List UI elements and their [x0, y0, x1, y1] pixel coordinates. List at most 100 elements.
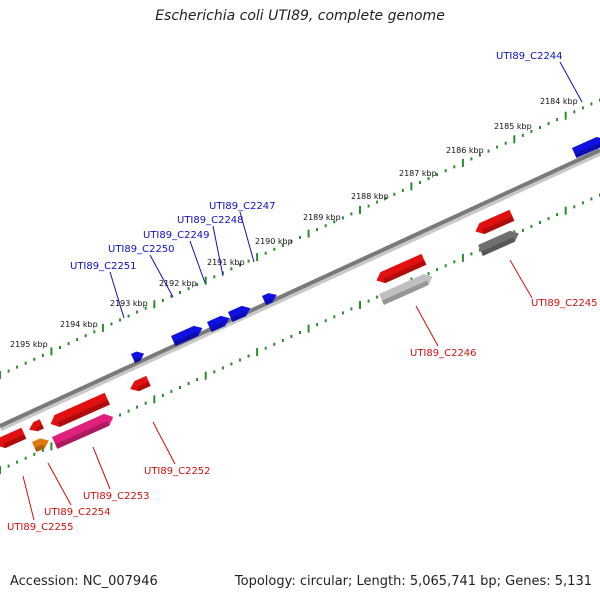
outer-tick-track-tick [539, 126, 541, 129]
gene-c2245-body [475, 209, 515, 235]
gene-c2246-shadow-shade [381, 280, 429, 305]
kbp-scale-label: 2184 kbp [540, 97, 578, 106]
inner-tick-track-tick [144, 401, 147, 405]
inner-tick-track-tick [307, 324, 310, 333]
outer-tick-track-tick [256, 253, 259, 262]
inner-tick-track-tick [547, 217, 550, 221]
accession-label: Accession: NC_007946 [10, 574, 158, 589]
outer-tick-track-tick [341, 216, 344, 220]
outer-tick-track-tick [427, 177, 430, 181]
outer-tick-track-tick [290, 239, 293, 243]
forward-gene-label: UTI89_C2244 [496, 51, 563, 62]
outer-tick-track-tick [59, 346, 61, 349]
inner-tick-track-tick [461, 253, 464, 262]
forward-gene-label: UTI89_C2250 [108, 244, 175, 255]
kbp-scale-label: 2187 kbp [399, 169, 437, 178]
reverse-label-leader [415, 305, 439, 347]
outer-tick-track-tick [367, 204, 370, 208]
outer-tick-track-tick [196, 283, 199, 287]
gene-left-edge-body [0, 427, 27, 449]
kbp-scale-label: 2186 kbp [446, 146, 484, 155]
outer-tick-track-tick [307, 229, 310, 238]
gene-c2251 [131, 351, 144, 364]
outer-tick-track-tick [281, 243, 284, 247]
inner-tick-track-tick [316, 323, 319, 327]
gene-left-edge-shade [3, 434, 27, 449]
inner-tick-track-tick [136, 405, 139, 409]
gene-c2255-body [29, 419, 44, 432]
gene-c2247-shade [264, 298, 273, 306]
outer-tick-track-tick [470, 157, 473, 161]
outer-tick-track-tick [316, 228, 319, 232]
outer-tick-track-tick [170, 294, 173, 298]
forward-label-leader [239, 211, 255, 263]
inner-tick-track-tick [196, 378, 199, 382]
gene-c2254 [32, 438, 49, 453]
inner-tick-track-tick [350, 307, 353, 311]
outer-tick-track-tick [573, 110, 576, 114]
inner-tick-track-tick [436, 268, 439, 272]
inner-tick-track-tick [341, 311, 344, 315]
forward-label-leader [189, 240, 206, 284]
outer-tick-track-tick [221, 271, 224, 275]
inner-tick-track-tick [7, 464, 10, 468]
outer-tick-track-tick [213, 275, 216, 279]
inner-tick-track-tick [539, 221, 541, 224]
outer-tick-track-tick [41, 353, 44, 357]
outer-tick-track-tick [350, 212, 353, 216]
reverse-gene-label: UTI89_C2245 [531, 298, 598, 309]
reverse-gene-label: UTI89_C2255 [7, 522, 74, 533]
gene-c2249-body [207, 315, 230, 333]
outer-tick-track-tick [479, 153, 481, 157]
outer-tick-track-tick [119, 318, 121, 322]
gene-c2250-body [171, 325, 203, 347]
inner-tick-track-tick [367, 299, 370, 303]
inner-tick-track-tick [376, 295, 379, 299]
gene-c2250-shade [173, 331, 199, 347]
forward-gene-label: UTI89_C2249 [143, 230, 210, 241]
kbp-scale-label: 2189 kbp [303, 213, 341, 222]
inner-tick-track-tick [230, 362, 233, 366]
gene-c2253-shadow [52, 413, 114, 449]
outer-tick-track-tick [127, 314, 130, 318]
outer-tick-track-tick [230, 267, 233, 271]
inner-tick-track-tick [590, 197, 593, 201]
inner-tick-track-tick [427, 272, 430, 276]
gene-c2244-body [572, 137, 600, 159]
inner-tick-track-tick [119, 413, 121, 417]
outer-tick-track-tick [50, 347, 53, 356]
outer-tick-track-tick [144, 306, 147, 310]
inner-tick-track-tick [221, 366, 224, 370]
gene-c2252-body [130, 375, 151, 392]
kbp-scale-label: 2192 kbp [159, 279, 197, 288]
outer-tick-track-tick [547, 122, 550, 126]
outer-tick-track-tick [239, 263, 241, 267]
inner-tick-track-tick [41, 448, 44, 452]
inner-tick-track-tick [333, 315, 336, 319]
outer-tick-track-tick [67, 342, 70, 346]
outer-tick-track-tick [521, 133, 524, 137]
gene-c2253 [50, 392, 110, 428]
outer-tick-track-tick [247, 259, 250, 263]
inner-tick-track-tick [556, 213, 559, 217]
reverse-gene-label: UTI89_C2253 [83, 491, 150, 502]
forward-gene-label: UTI89_C2248 [177, 215, 244, 226]
kbp-scale-label: 2195 kbp [10, 340, 48, 349]
inner-tick-track-tick [187, 382, 190, 386]
gene-c2248-body [228, 305, 251, 323]
gene-c2253-body [50, 392, 110, 428]
inner-tick-track-tick [179, 386, 181, 389]
inner-tick-track-tick [299, 331, 301, 334]
inner-tick-track-tick [16, 460, 19, 464]
inner-tick-track-tick [530, 224, 533, 228]
gene-left-edge [0, 427, 27, 449]
inner-tick-track-tick [581, 201, 584, 205]
outer-tick-track-tick [24, 361, 27, 365]
inner-tick-track-tick [204, 371, 207, 380]
reverse-label-leader [92, 446, 111, 490]
kbp-scale-label: 2190 kbp [255, 237, 293, 246]
gene-c2253-shadow-body [52, 413, 114, 449]
kbp-scale-label: 2191 kbp [207, 258, 245, 267]
